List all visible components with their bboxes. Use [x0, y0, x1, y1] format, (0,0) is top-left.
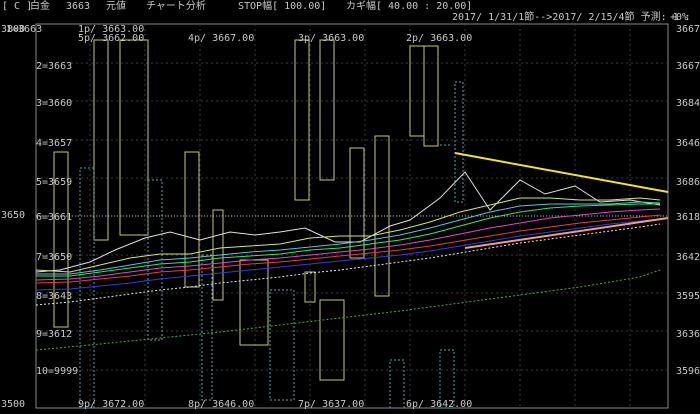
price-mode: 元値 — [106, 1, 126, 12]
kagi-bars — [53, 39, 439, 381]
right-axis-value: 3686 — [676, 177, 700, 188]
bottom-annotation: 9p/ 3672.00 — [78, 399, 145, 410]
forecast-percent: +0% — [670, 12, 689, 23]
left-axis-bottom: 3500 — [1, 399, 26, 410]
right-axis-value: 3596 — [676, 366, 700, 377]
right-axis-value: 3646 — [676, 138, 700, 149]
row-label: 8=3643 — [36, 291, 73, 302]
right-axis: 3667 3667 3684 3646 3686 3618 3642 3595 … — [668, 0, 700, 414]
left-axis-mid: 3650 — [1, 210, 26, 221]
row-label: 6=3661 — [36, 212, 73, 223]
right-axis-value: 3684 — [676, 98, 700, 109]
right-axis-value: 3642 — [676, 252, 700, 263]
title-bar: [ C ] 白金 3663 元値 チャート分析 STOP幅[ 100.00] カ… — [0, 0, 700, 13]
top-annotation: 1p/ 3663.00 — [78, 24, 145, 35]
left-axis: 3800 3650 3500 — [0, 0, 36, 414]
stop-width: STOP幅[ 100.00] — [238, 1, 327, 12]
top-annotation: 4p/ 3667.00 — [188, 33, 255, 44]
row-label: 4=3657 — [36, 138, 73, 149]
support-trendline[interactable] — [464, 217, 669, 249]
symbol-number: 3663 — [66, 1, 91, 12]
right-axis-value: 3595 — [676, 291, 700, 302]
right-axis-value: 3618 — [676, 212, 700, 223]
date-range: 2017/ 1/31/1節-->2017/ 2/15/4節 予測: 1 : — [452, 12, 691, 23]
row-label: 7=3650 — [36, 252, 73, 263]
right-axis-value: 3667 — [676, 24, 700, 35]
top-annotation: 2p/ 3663.00 — [406, 33, 473, 44]
top-annotation: 3p/ 3663.00 — [298, 33, 365, 44]
symbol-code: [ C ] — [2, 1, 33, 12]
bottom-annotation: 8p/ 3646.00 — [188, 399, 255, 410]
top-annotation: 5p/ 3662.00 — [78, 33, 145, 44]
row-label: 3=3660 — [36, 98, 73, 109]
row-label: 10=9999 — [36, 366, 79, 377]
row-label: 2=3663 — [36, 61, 73, 72]
row-label: 9=3612 — [36, 329, 73, 340]
row-label: 1=3663 — [6, 24, 43, 35]
bottom-annotation: 6p/ 3642.00 — [406, 399, 473, 410]
range-bar: 2017/ 1/31/1節-->2017/ 2/15/4節 予測: 1 : +0… — [0, 12, 700, 24]
row-label-column: 1=3663 2=3663 3=3660 4=3657 5=3659 6=366… — [0, 0, 78, 414]
symbol-name: 白金 — [30, 1, 50, 12]
resistance-trendline[interactable] — [454, 152, 669, 193]
left-axis-top: 3800 — [1, 24, 26, 35]
moving-averages — [35, 171, 661, 351]
row-label: 5=3659 — [36, 177, 73, 188]
right-axis-value: 3667 — [676, 61, 700, 72]
kagi-width: カギ幅[ 40.00 : 20.00] — [346, 1, 473, 12]
chart-menu[interactable]: チャート分析 — [146, 1, 206, 12]
bottom-annotation: 7p/ 3637.00 — [298, 399, 365, 410]
right-axis-value: 3636 — [676, 329, 700, 340]
